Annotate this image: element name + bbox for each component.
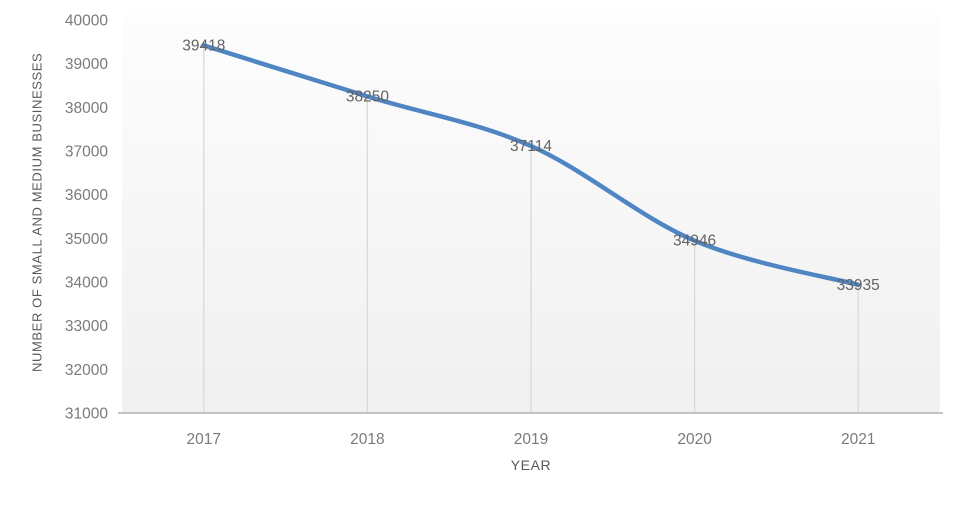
y-tick-label: 40000 xyxy=(65,13,108,30)
x-tick-label: 2018 xyxy=(350,431,384,448)
y-tick-label: 34000 xyxy=(65,275,108,292)
data-label: 38250 xyxy=(346,88,389,105)
y-tick-label: 38000 xyxy=(65,100,108,117)
y-tick-label: 37000 xyxy=(65,144,108,161)
y-tick-label: 39000 xyxy=(65,56,108,73)
y-tick-label: 36000 xyxy=(65,187,108,204)
data-label: 33935 xyxy=(837,277,880,294)
y-tick-label: 33000 xyxy=(65,318,108,335)
y-tick-label: 32000 xyxy=(65,362,108,379)
data-line[interactable] xyxy=(201,43,861,288)
y-axis-title: NUMBER OF SMALL AND MEDIUM BUSINESSES xyxy=(29,52,45,373)
data-label: 34946 xyxy=(673,233,716,250)
x-tick-label: 2020 xyxy=(677,431,712,448)
data-label: 37114 xyxy=(510,138,552,155)
y-tick-label: 35000 xyxy=(65,231,108,248)
x-tick-label: 2017 xyxy=(187,431,221,448)
x-tick-label: 2019 xyxy=(514,431,548,448)
y-tick-label: 31000 xyxy=(65,406,108,423)
data-label: 39418 xyxy=(182,37,225,54)
x-axis-title: YEAR xyxy=(510,457,552,473)
x-tick-label: 2021 xyxy=(841,431,875,448)
